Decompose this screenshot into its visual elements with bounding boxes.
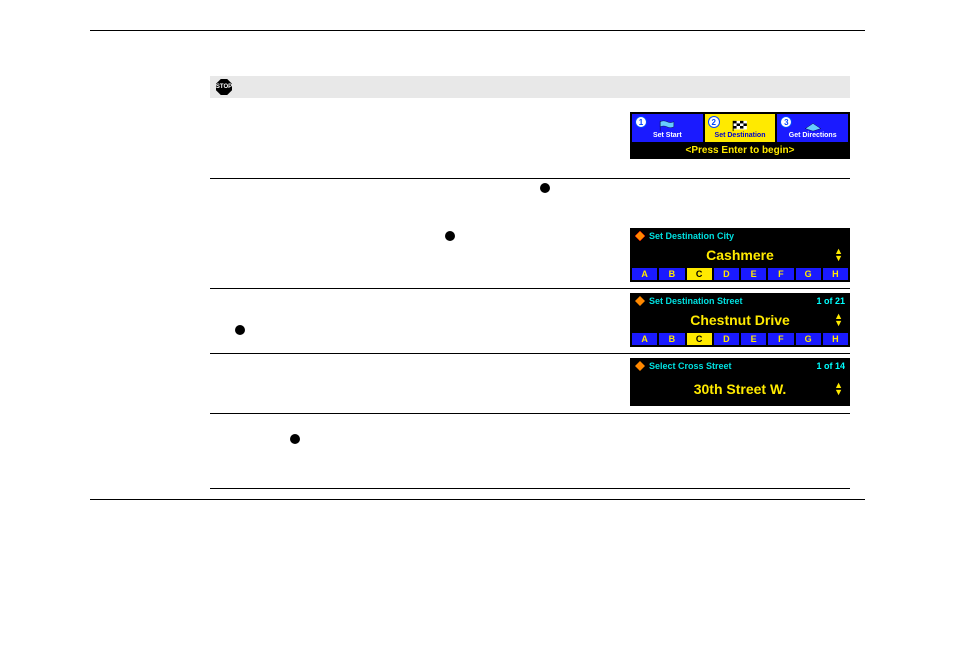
cross-screen-col: Select Cross Street 1 of 14 30th Street … xyxy=(580,358,850,406)
cross-screen: Select Cross Street 1 of 14 30th Street … xyxy=(630,358,850,406)
street-alpha-row[interactable]: A B C D E F G H xyxy=(631,332,849,346)
street-value: Chestnut Drive ▲▼ xyxy=(631,308,849,332)
step-set-destination[interactable]: 2 Set Destination xyxy=(704,113,777,143)
street-header: Set Destination Street 1 of 21 xyxy=(631,294,849,308)
intro-screen: 1 Set Start 2 xyxy=(630,112,850,159)
intro-steps: 1 Set Start 2 xyxy=(631,113,849,143)
city-value: Cashmere ▲▼ xyxy=(631,243,849,267)
street-value-text: Chestnut Drive xyxy=(690,312,790,328)
alpha-g[interactable]: G xyxy=(795,267,822,281)
alpha-b[interactable]: B xyxy=(658,267,685,281)
street-text-area xyxy=(210,293,580,341)
step-get-directions[interactable]: 3 Get Directions xyxy=(776,113,849,143)
content-block: STOP 1 Set Start 2 xyxy=(210,76,850,489)
alpha-h[interactable]: H xyxy=(822,332,849,346)
section-intro: 1 Set Start 2 xyxy=(210,108,850,178)
page: STOP 1 Set Start 2 xyxy=(90,30,865,500)
section-city: Set Destination City Cashmere ▲▼ A B C D… xyxy=(210,178,850,288)
cross-value-text: 30th Street W. xyxy=(694,381,787,397)
bottom-rule xyxy=(90,499,865,500)
checkered-flag-icon xyxy=(731,120,749,132)
updown-icon xyxy=(280,358,287,370)
step-label: Set Destination xyxy=(715,132,766,139)
city-screen-col: Set Destination City Cashmere ▲▼ A B C D… xyxy=(580,183,850,282)
cross-header-text: Select Cross Street xyxy=(649,361,732,371)
section-cross: Select Cross Street 1 of 14 30th Street … xyxy=(210,353,850,413)
stop-banner: STOP xyxy=(210,76,850,98)
scroll-arrows-icon[interactable]: ▲▼ xyxy=(834,382,843,396)
updown-icon xyxy=(385,293,392,305)
pin-icon xyxy=(635,361,645,371)
cross-value: 30th Street W. ▲▼ xyxy=(631,373,849,405)
alpha-c[interactable]: C xyxy=(686,267,713,281)
pin-icon xyxy=(635,296,645,306)
street-header-text: Set Destination Street xyxy=(649,296,743,306)
step-num-1: 1 xyxy=(635,116,647,128)
stop-icon: STOP xyxy=(216,79,232,95)
section-final xyxy=(210,413,850,488)
city-alpha-row[interactable]: A B C D E F G H xyxy=(631,267,849,281)
leftright-icon xyxy=(335,293,343,308)
pin-icon xyxy=(635,231,645,241)
scroll-arrows-icon[interactable]: ▲▼ xyxy=(834,248,843,262)
step-num-2: 2 xyxy=(708,116,720,128)
closing-rule xyxy=(210,488,850,489)
cross-header: Select Cross Street 1 of 14 xyxy=(631,359,849,373)
street-count: 1 of 21 xyxy=(816,296,845,306)
enter-dot-icon xyxy=(540,183,550,193)
enter-dot-icon xyxy=(290,434,300,444)
alpha-d[interactable]: D xyxy=(713,332,740,346)
step-num-3: 3 xyxy=(780,116,792,128)
enter-dot-icon xyxy=(445,231,455,241)
updown-icon xyxy=(280,183,287,195)
alpha-f[interactable]: F xyxy=(767,267,794,281)
step-label: Get Directions xyxy=(789,132,837,139)
cross-count: 1 of 14 xyxy=(816,361,845,371)
stop-octagon: STOP xyxy=(216,79,232,95)
scroll-arrows-icon[interactable]: ▲▼ xyxy=(834,313,843,327)
alpha-a[interactable]: A xyxy=(631,267,658,281)
section-street: Set Destination Street 1 of 21 Chestnut … xyxy=(210,288,850,353)
enter-dot-icon xyxy=(235,325,245,335)
alpha-f[interactable]: F xyxy=(767,332,794,346)
alpha-g[interactable]: G xyxy=(795,332,822,346)
city-header-text: Set Destination City xyxy=(649,231,734,241)
alpha-c[interactable]: C xyxy=(686,332,713,346)
alpha-e[interactable]: E xyxy=(740,267,767,281)
leftright-icon xyxy=(335,215,343,230)
city-screen: Set Destination City Cashmere ▲▼ A B C D… xyxy=(630,228,850,282)
flag-icon xyxy=(658,120,676,132)
intro-prompt: <Press Enter to begin> xyxy=(631,143,849,158)
city-value-text: Cashmere xyxy=(706,247,774,263)
street-screen: Set Destination Street 1 of 21 Chestnut … xyxy=(630,293,850,347)
alpha-b[interactable]: B xyxy=(658,332,685,346)
intro-screen-col: 1 Set Start 2 xyxy=(580,112,850,159)
top-rule xyxy=(90,30,865,31)
step-set-start[interactable]: 1 Set Start xyxy=(631,113,704,143)
step-label: Set Start xyxy=(653,132,682,139)
intro-text-area xyxy=(210,112,580,127)
cross-text-area xyxy=(210,358,580,374)
alpha-d[interactable]: D xyxy=(713,267,740,281)
alpha-e[interactable]: E xyxy=(740,332,767,346)
city-header: Set Destination City xyxy=(631,229,849,243)
city-text-area xyxy=(210,183,580,247)
directions-icon xyxy=(804,120,822,132)
alpha-a[interactable]: A xyxy=(631,332,658,346)
street-screen-col: Set Destination Street 1 of 21 Chestnut … xyxy=(580,293,850,347)
alpha-h[interactable]: H xyxy=(822,267,849,281)
final-text-area xyxy=(210,418,580,450)
